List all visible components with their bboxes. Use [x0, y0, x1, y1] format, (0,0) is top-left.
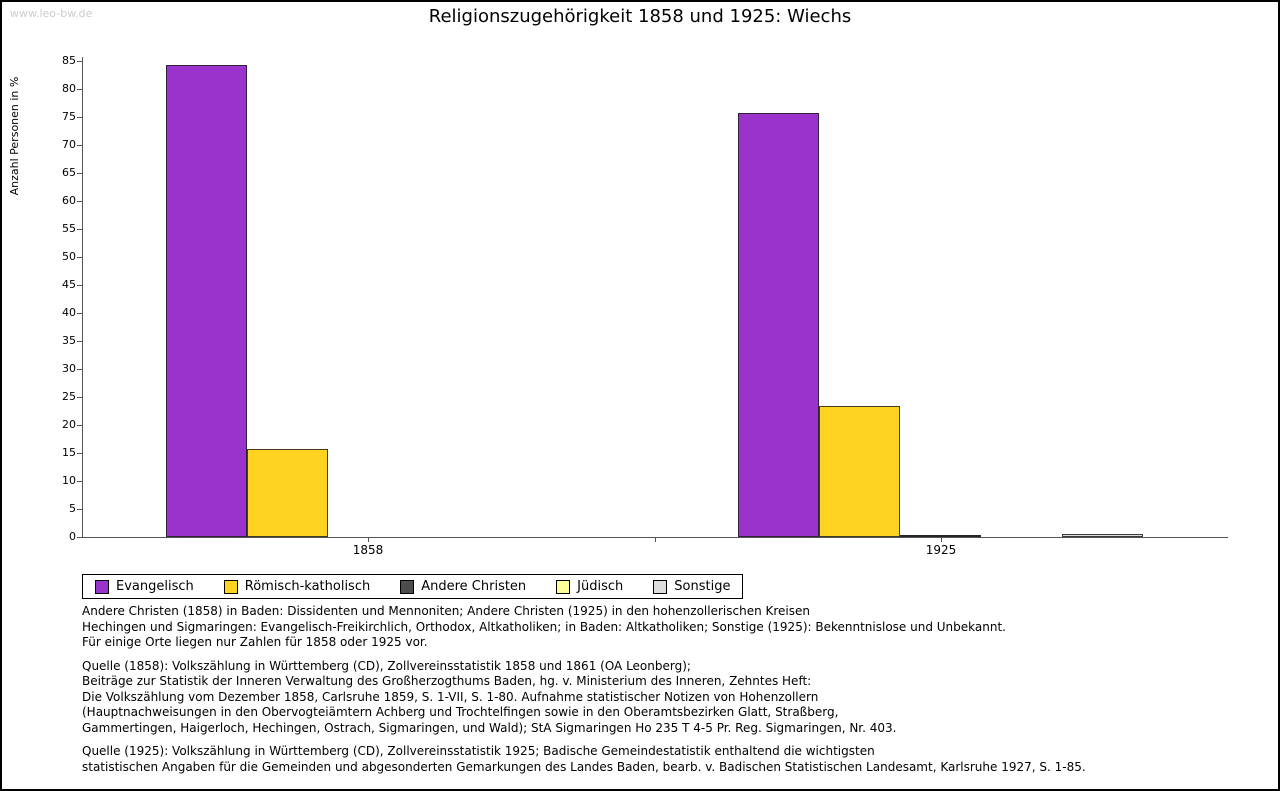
legend-item: Andere Christen	[400, 579, 526, 594]
y-tick-label: 25	[62, 390, 76, 403]
y-tick-mark	[77, 537, 82, 538]
y-tick-label: 45	[62, 278, 76, 291]
legend-label: Andere Christen	[421, 579, 527, 594]
chart-title: Religionszugehörigkeit 1858 und 1925: Wi…	[428, 6, 852, 27]
x-tick-label: 1925	[925, 543, 957, 557]
x-tick-mark	[655, 538, 656, 542]
y-tick-mark	[77, 229, 82, 230]
x-axis-line	[82, 537, 1228, 538]
y-tick-label: 10	[62, 474, 76, 487]
y-tick-mark	[77, 481, 82, 482]
legend-item: Römisch-katholisch	[223, 579, 371, 594]
y-tick-mark	[77, 201, 82, 202]
y-tick-mark	[77, 61, 82, 62]
legend-item: Jüdisch	[556, 579, 623, 594]
y-tick-mark	[77, 397, 82, 398]
bar-r-misch-katholisch-1858	[247, 449, 328, 537]
legend-label: Römisch-katholisch	[244, 579, 371, 594]
y-tick-mark	[77, 453, 82, 454]
bar-evangelisch-1925	[738, 113, 819, 537]
plot-area	[82, 61, 1227, 537]
y-tick-mark	[77, 89, 82, 90]
legend-label: Evangelisch	[116, 579, 194, 594]
y-tick-label: 50	[62, 250, 76, 263]
y-tick-label: 75	[62, 110, 76, 123]
y-tick-label: 30	[62, 362, 76, 375]
legend-swatch	[223, 579, 238, 594]
y-tick-label: 55	[62, 222, 76, 235]
y-tick-label: 40	[62, 306, 76, 319]
legend-item: Evangelisch	[95, 579, 194, 594]
legend-swatch	[653, 579, 668, 594]
legend-swatch	[95, 579, 109, 594]
x-tick-label: 1858	[352, 543, 384, 557]
y-tick-mark	[77, 173, 82, 174]
y-tick-label: 5	[69, 502, 76, 515]
y-tick-label: 0	[69, 530, 76, 543]
y-axis-line	[82, 57, 83, 537]
bar-andere-christen-1925	[900, 535, 981, 537]
legend-label: Sonstige	[674, 579, 731, 594]
y-axis-label: Anzahl Personen in %	[8, 76, 21, 196]
footnote-source-1858: Quelle (1858): Volkszählung in Württembe…	[82, 658, 897, 735]
y-tick-mark	[77, 285, 82, 286]
y-tick-mark	[77, 313, 82, 314]
bar-r-misch-katholisch-1925	[819, 406, 900, 537]
legend-swatch	[556, 579, 571, 594]
legend-item: Sonstige	[653, 579, 730, 594]
legend-label: Jüdisch	[577, 579, 624, 594]
y-tick-label: 65	[62, 166, 76, 179]
x-tick-mark	[368, 538, 369, 542]
y-tick-label: 60	[62, 194, 76, 207]
y-tick-mark	[77, 257, 82, 258]
y-tick-mark	[77, 341, 82, 342]
y-tick-mark	[77, 425, 82, 426]
y-tick-mark	[77, 117, 82, 118]
y-tick-label: 80	[62, 82, 76, 95]
y-tick-label: 70	[62, 138, 76, 151]
footnote-source-1925: Quelle (1925): Volkszählung in Württembe…	[82, 744, 1086, 774]
y-tick-mark	[77, 145, 82, 146]
watermark: www.leo-bw.de	[10, 7, 93, 20]
bar-evangelisch-1858	[166, 65, 247, 537]
bar-sonstige-1925	[1062, 534, 1143, 537]
legend: Evangelisch Römisch-katholisch Andere Chri…	[82, 574, 744, 599]
legend-swatch	[400, 579, 415, 594]
x-tick-mark	[941, 538, 942, 542]
y-tick-mark	[77, 509, 82, 510]
y-tick-mark	[77, 369, 82, 370]
footnote-definitions: Andere Christen (1858) in Baden: Disside…	[82, 604, 1006, 649]
y-tick-label: 15	[62, 446, 76, 459]
footnotes: Andere Christen (1858) in Baden: Disside…	[82, 604, 1248, 783]
y-tick-label: 35	[62, 334, 76, 347]
y-tick-label: 20	[62, 418, 76, 431]
y-tick-label: 85	[62, 54, 76, 67]
